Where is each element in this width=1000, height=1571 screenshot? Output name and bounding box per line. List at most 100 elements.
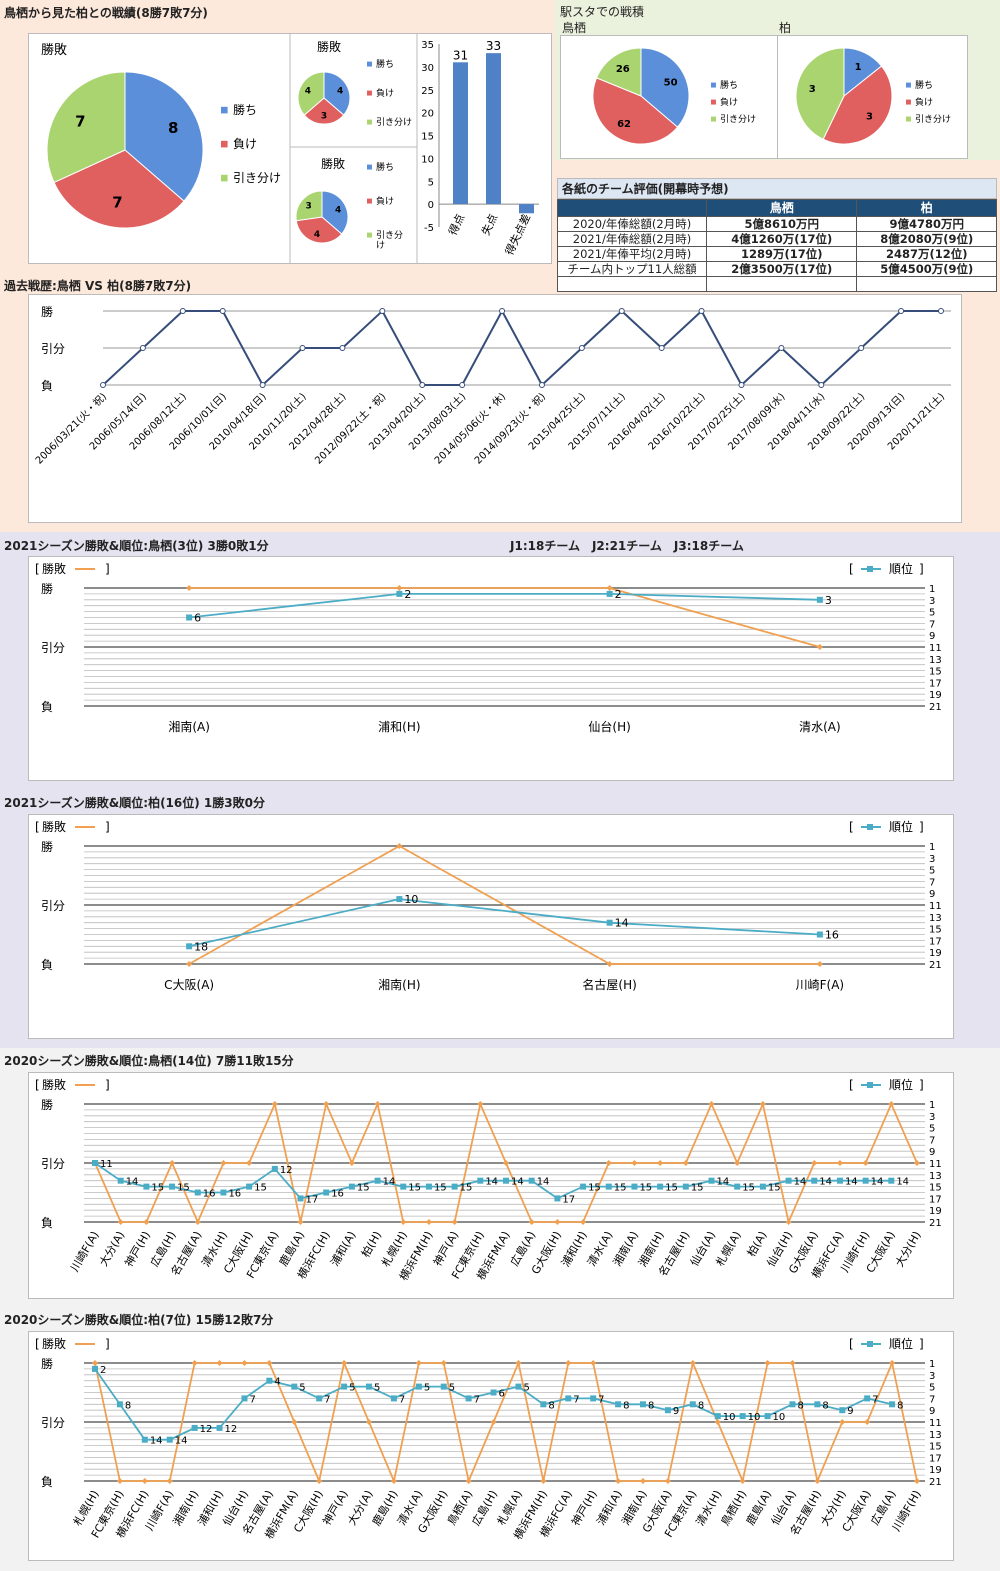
history-point <box>658 345 665 351</box>
season-result-point <box>554 1219 561 1225</box>
season-result-point <box>186 585 193 591</box>
season-rank-tick: 5 <box>929 1124 935 1135</box>
season-result-point <box>374 1101 381 1107</box>
season-rank-tick: 7 <box>929 619 935 630</box>
legend-label-draw: 引き分 <box>376 230 403 241</box>
pie-data-label: 3 <box>306 201 312 211</box>
history-point <box>379 308 386 314</box>
season-rank-point <box>297 1195 304 1202</box>
stadium-tosu-panel: 50 62 26 勝ち 負け 引き分け <box>560 35 778 159</box>
season-rank-tick: 21 <box>929 960 942 971</box>
season-rank-data-label: 14 <box>871 1177 884 1188</box>
season-result-point <box>839 1419 846 1425</box>
season-rank-point <box>734 1183 741 1190</box>
pie-slice <box>297 71 325 116</box>
season-result-point <box>789 1360 796 1366</box>
season-rank-data-label: 17 <box>306 1194 319 1205</box>
season-rank-data-label: 7 <box>872 1394 878 1405</box>
history-point <box>698 308 705 314</box>
bar <box>519 204 534 214</box>
eval-cell-kashiwa: 8億2080万(9位) <box>856 231 997 247</box>
season-result-point <box>477 1101 484 1107</box>
stadium-tosu-title: 鳥栖 <box>562 21 587 35</box>
eval-table-caption: 各紙のチーム評価(開幕時予想) <box>557 178 997 199</box>
season-rank-point <box>631 1183 638 1190</box>
pie-slice <box>321 190 349 235</box>
season-result-point <box>864 1419 871 1425</box>
bar <box>453 62 468 205</box>
season-result-point <box>440 1360 447 1366</box>
history-panel: 勝引分負 2006/03/21(火・祝) 2006/05/14(日) 2006/08/… <box>28 294 962 523</box>
season-rank-data-label: 8 <box>797 1400 803 1411</box>
season-rank-point <box>814 1401 821 1408</box>
season-rank-point <box>341 1383 348 1390</box>
season-rank-point <box>580 1183 587 1190</box>
season-rank-tick: 21 <box>929 702 942 713</box>
season-result-point <box>528 1219 535 1225</box>
pie-slice <box>640 47 690 128</box>
history-point <box>259 382 266 388</box>
season-rank-data-label: 9 <box>847 1406 853 1417</box>
pie-slice <box>795 47 845 140</box>
bar-data-label: 31 <box>453 48 468 62</box>
season-result-point <box>515 1360 522 1366</box>
season-result-point <box>739 1478 746 1484</box>
season-rank-point <box>191 1424 198 1431</box>
season-rank-data-label: 15 <box>357 1183 370 1194</box>
stadium-title: 駅スタでの戦積 <box>560 5 645 19</box>
season-rank-data-label: 8 <box>822 1400 828 1411</box>
record-charts: 勝敗877勝ち負け引き分け勝敗434勝ち負け引き分け勝敗443勝ち負け引き分け3… <box>41 34 539 263</box>
legend-label-lose: 負け <box>376 87 394 99</box>
legend-swatch-lose <box>367 90 372 96</box>
table-row <box>557 276 997 292</box>
season-rank-data-label: 16 <box>331 1189 344 1200</box>
season-rank-data-label: 7 <box>324 1394 330 1405</box>
season-rank-point <box>816 931 823 938</box>
season-result-axis-label: 勝 <box>41 1097 53 1112</box>
season-result-point <box>606 585 613 591</box>
season-rank-data-label: 15 <box>588 1183 601 1194</box>
bar-y-tick: 30 <box>421 63 434 74</box>
season-rank-tick: 17 <box>929 678 942 689</box>
legend-swatch-win <box>711 82 716 88</box>
season-rank-data-label: 8 <box>648 1400 654 1411</box>
season-rank-data-label: 16 <box>825 929 839 942</box>
legend-swatch-draw <box>906 116 911 122</box>
bar-y-tick: 15 <box>421 132 434 143</box>
pie-data-label: 4 <box>305 87 311 97</box>
history-x-label: 2012/09/22(土・祝) <box>312 390 389 467</box>
history-point <box>738 382 745 388</box>
season-result-point <box>465 1478 472 1484</box>
season-result-point <box>590 1360 597 1366</box>
bar-y-tick: 5 <box>428 177 434 188</box>
legend-swatch-draw <box>711 116 716 122</box>
bar-category-label: 得点 <box>446 212 467 237</box>
season-result-point <box>415 1360 422 1366</box>
season-rank-point <box>390 1395 397 1402</box>
season-rank-data-label: 15 <box>177 1183 190 1194</box>
season-rank-point <box>440 1383 447 1390</box>
season-rank-tick: 21 <box>929 1477 942 1488</box>
season-result-point <box>366 1419 372 1425</box>
season-rank-data-label: 10 <box>723 1412 736 1423</box>
season-rank-point <box>839 1407 846 1414</box>
pie-slice <box>295 216 343 244</box>
season-rank-data-label: 5 <box>349 1383 355 1394</box>
bar-data-label: 33 <box>486 39 501 53</box>
season-rank-data-label: 15 <box>639 1183 652 1194</box>
season-title-3: 2020シーズン勝敗&順位:柏(7位) 15勝12敗7分 <box>4 1313 274 1327</box>
season-rank-point <box>565 1395 572 1402</box>
season-rank-data-label: 7 <box>474 1394 480 1405</box>
season-rank-point <box>241 1395 248 1402</box>
season-rank-point <box>477 1177 484 1184</box>
season-rank-data-label: 10 <box>748 1412 761 1423</box>
season-rank-data-label: 14 <box>794 1177 807 1188</box>
season-rank-point <box>739 1413 746 1420</box>
legend-label-draw: け <box>376 240 385 251</box>
season-rank-tick: 3 <box>929 596 935 607</box>
season-rank-line <box>188 898 820 948</box>
season-result-point <box>914 1478 920 1484</box>
eval-cell-kashiwa: 5億4500万(9位) <box>856 261 997 277</box>
legend-swatch-lose <box>906 99 911 105</box>
bar-y-tick: 10 <box>421 154 434 165</box>
